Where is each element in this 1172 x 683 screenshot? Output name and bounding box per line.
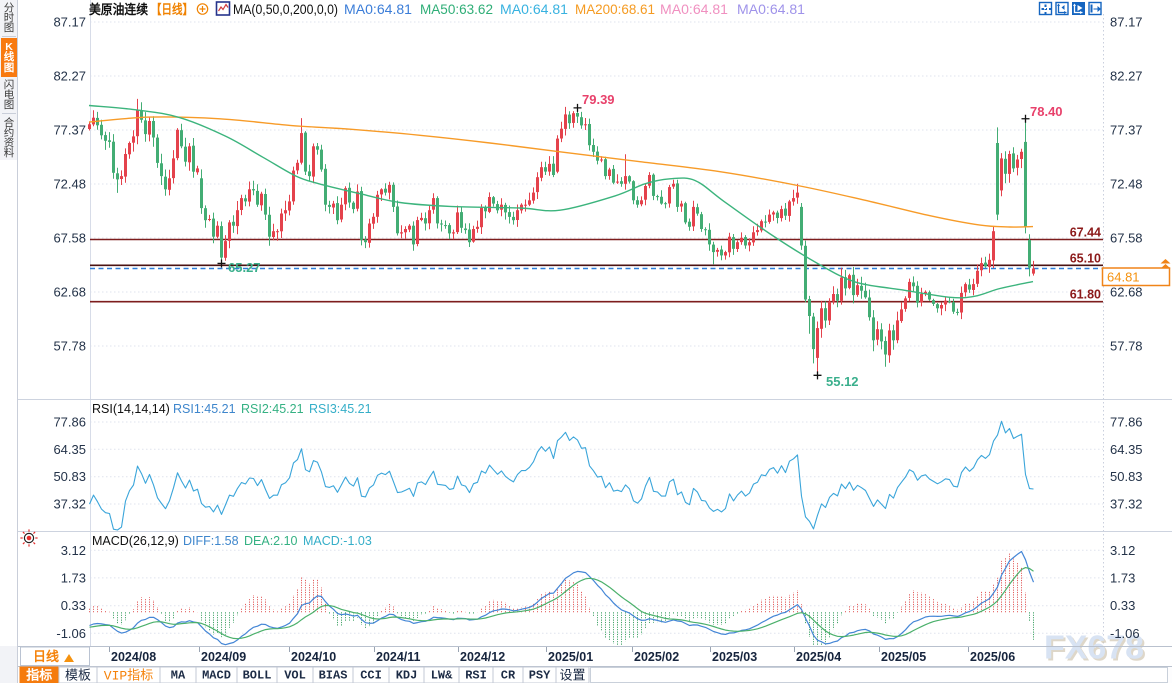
svg-text:64.35: 64.35 xyxy=(1110,442,1143,457)
svg-text:指标: 指标 xyxy=(26,668,52,683)
svg-text:67.44: 67.44 xyxy=(1070,226,1101,240)
svg-text:BOLL: BOLL xyxy=(243,669,272,683)
svg-text:DIFF:1.58: DIFF:1.58 xyxy=(183,534,239,548)
svg-text:【日线】: 【日线】 xyxy=(151,2,193,17)
svg-text:57.78: 57.78 xyxy=(53,339,86,354)
svg-text:77.86: 77.86 xyxy=(1110,415,1143,430)
svg-text:87.17: 87.17 xyxy=(53,15,86,30)
svg-text:57.78: 57.78 xyxy=(1110,339,1143,354)
svg-text:BIAS: BIAS xyxy=(319,669,348,683)
svg-text:CR: CR xyxy=(501,669,516,683)
svg-text:VIP指标: VIP指标 xyxy=(104,669,153,683)
svg-text:77.37: 77.37 xyxy=(53,123,86,138)
svg-text:55.12: 55.12 xyxy=(826,374,859,389)
svg-text:-1.06: -1.06 xyxy=(1110,626,1140,641)
svg-text:MA0:64.81: MA0:64.81 xyxy=(660,2,728,17)
svg-text:0.33: 0.33 xyxy=(1110,598,1135,613)
svg-text:2025/03: 2025/03 xyxy=(712,650,757,664)
svg-text:62.68: 62.68 xyxy=(53,285,86,300)
svg-text:79.39: 79.39 xyxy=(582,92,615,107)
svg-text:87.17: 87.17 xyxy=(1110,15,1143,30)
svg-text:RSI3:45.21: RSI3:45.21 xyxy=(309,402,372,416)
svg-text:模板: 模板 xyxy=(65,668,91,683)
svg-text:82.27: 82.27 xyxy=(1110,69,1143,84)
svg-text:2024/11: 2024/11 xyxy=(376,650,421,664)
svg-text:67.58: 67.58 xyxy=(53,231,86,246)
svg-text:美原油连续: 美原油连续 xyxy=(89,2,148,17)
svg-text:2024/12: 2024/12 xyxy=(460,650,505,664)
svg-text:MACD: MACD xyxy=(202,669,231,683)
svg-text:RSI2:45.21: RSI2:45.21 xyxy=(241,402,304,416)
svg-text:64.35: 64.35 xyxy=(53,442,86,457)
svg-text:2024/08: 2024/08 xyxy=(111,650,156,664)
svg-text:CCI: CCI xyxy=(360,669,382,683)
svg-text:PSY: PSY xyxy=(529,669,551,683)
svg-text:RSI(14,14,14): RSI(14,14,14) xyxy=(92,402,170,416)
svg-text:72.48: 72.48 xyxy=(1110,177,1143,192)
svg-text:MA: MA xyxy=(171,669,186,683)
svg-text:82.27: 82.27 xyxy=(53,69,86,84)
svg-text:2024/10: 2024/10 xyxy=(291,650,336,664)
svg-text:MA0:64.81: MA0:64.81 xyxy=(737,2,805,17)
svg-text:2025/02: 2025/02 xyxy=(634,650,679,664)
svg-text:MACD:-1.03: MACD:-1.03 xyxy=(303,534,372,548)
svg-text:3.12: 3.12 xyxy=(1110,543,1135,558)
svg-text:VOL: VOL xyxy=(284,669,306,683)
svg-text:64.81: 64.81 xyxy=(1107,270,1140,285)
svg-text:77.86: 77.86 xyxy=(53,415,86,430)
svg-text:2024/09: 2024/09 xyxy=(201,650,246,664)
svg-text:MA(0,50,0,200,0,0): MA(0,50,0,200,0,0) xyxy=(233,2,338,17)
svg-text:1.73: 1.73 xyxy=(61,570,86,585)
svg-text:61.80: 61.80 xyxy=(1070,288,1101,302)
svg-text:77.37: 77.37 xyxy=(1110,123,1143,138)
svg-text:2025/04: 2025/04 xyxy=(796,650,841,664)
svg-text:2025/05: 2025/05 xyxy=(881,650,926,664)
svg-text:65.10: 65.10 xyxy=(1070,251,1101,265)
svg-text:50.83: 50.83 xyxy=(53,469,86,484)
svg-text:62.68: 62.68 xyxy=(1110,285,1143,300)
svg-text:0.33: 0.33 xyxy=(61,598,86,613)
svg-text:67.58: 67.58 xyxy=(1110,231,1143,246)
svg-text:RSI1:45.21: RSI1:45.21 xyxy=(173,402,236,416)
svg-text:MA200:68.61: MA200:68.61 xyxy=(575,2,655,17)
svg-text:3.12: 3.12 xyxy=(61,543,86,558)
svg-text:日线: 日线 xyxy=(33,649,59,664)
svg-text:50.83: 50.83 xyxy=(1110,469,1143,484)
svg-text:设置: 设置 xyxy=(559,668,585,683)
svg-text:RSI: RSI xyxy=(465,669,487,683)
svg-text:72.48: 72.48 xyxy=(53,177,86,192)
svg-text:78.40: 78.40 xyxy=(1030,104,1063,119)
svg-text:37.32: 37.32 xyxy=(1110,497,1143,512)
svg-text:DEA:2.10: DEA:2.10 xyxy=(244,534,298,548)
svg-text:2025/06: 2025/06 xyxy=(970,650,1015,664)
svg-text:1.73: 1.73 xyxy=(1110,570,1135,585)
svg-text:MA50:63.62: MA50:63.62 xyxy=(420,2,493,17)
svg-text:LW&: LW& xyxy=(431,669,453,683)
svg-text:MACD(26,12,9): MACD(26,12,9) xyxy=(92,534,179,548)
svg-text:2025/01: 2025/01 xyxy=(548,650,593,664)
svg-text:FX678: FX678 xyxy=(1046,631,1146,668)
svg-text:-1.06: -1.06 xyxy=(56,626,86,641)
svg-text:37.32: 37.32 xyxy=(53,497,86,512)
svg-text:KDJ: KDJ xyxy=(396,669,418,683)
svg-text:65.27: 65.27 xyxy=(228,260,261,275)
svg-text:MA0:64.81: MA0:64.81 xyxy=(344,2,412,17)
svg-text:MA0:64.81: MA0:64.81 xyxy=(500,2,568,17)
